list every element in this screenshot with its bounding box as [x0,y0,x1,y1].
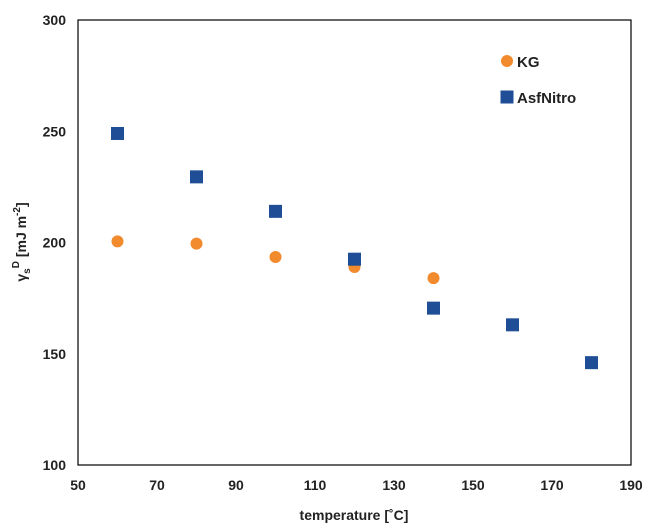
y-axis-ticks: 100 150 200 250 300 [43,12,67,473]
point-asfnitro [111,126,124,140]
point-asfnitro [427,301,440,315]
legend-marker-kg [501,55,513,67]
y-axis-title-unit: [mJ m [13,216,29,261]
x-tick-label: 150 [461,477,485,493]
y-axis-title-unit-end: ] [13,202,29,207]
point-asfnitro [585,356,598,370]
data-points [111,126,598,370]
y-axis-title-sub: s [22,268,33,274]
point-kg [427,272,440,285]
point-asfnitro [348,252,361,266]
y-axis-title: γsD [mJ m-2] [11,202,33,281]
legend-label-kg: KG [517,54,540,71]
y-tick-label: 150 [43,346,67,362]
x-tick-label: 50 [70,477,86,493]
legend-marker-asfnitro [500,90,514,104]
point-kg [269,250,282,263]
y-axis-title-sup: D [11,261,22,268]
point-asfnitro [269,204,282,218]
plot-frame [77,19,632,466]
x-tick-label: 130 [382,477,406,493]
point-kg [190,237,203,250]
y-tick-label: 200 [43,235,67,251]
point-asfnitro [506,318,519,332]
legend-label-asfnitro: AsfNitro [517,90,576,107]
x-tick-label: 110 [304,477,327,493]
y-axis-title-main: γ [13,274,29,282]
x-tick-label: 170 [540,477,564,493]
y-tick-label: 250 [43,123,67,139]
legend: KG AsfNitro [500,54,576,107]
point-asfnitro [190,170,203,184]
x-tick-label: 70 [149,477,165,493]
x-axis-ticks: 50 70 90 110 130 150 170 190 [70,477,643,493]
point-kg [111,235,124,248]
x-tick-label: 90 [228,477,244,493]
x-tick-label: 190 [619,477,643,493]
y-axis-title-unit-sup: -2 [12,207,23,216]
y-tick-label: 300 [43,12,67,28]
y-tick-label: 100 [43,457,67,473]
x-axis-title: temperature [˚C] [300,507,409,523]
